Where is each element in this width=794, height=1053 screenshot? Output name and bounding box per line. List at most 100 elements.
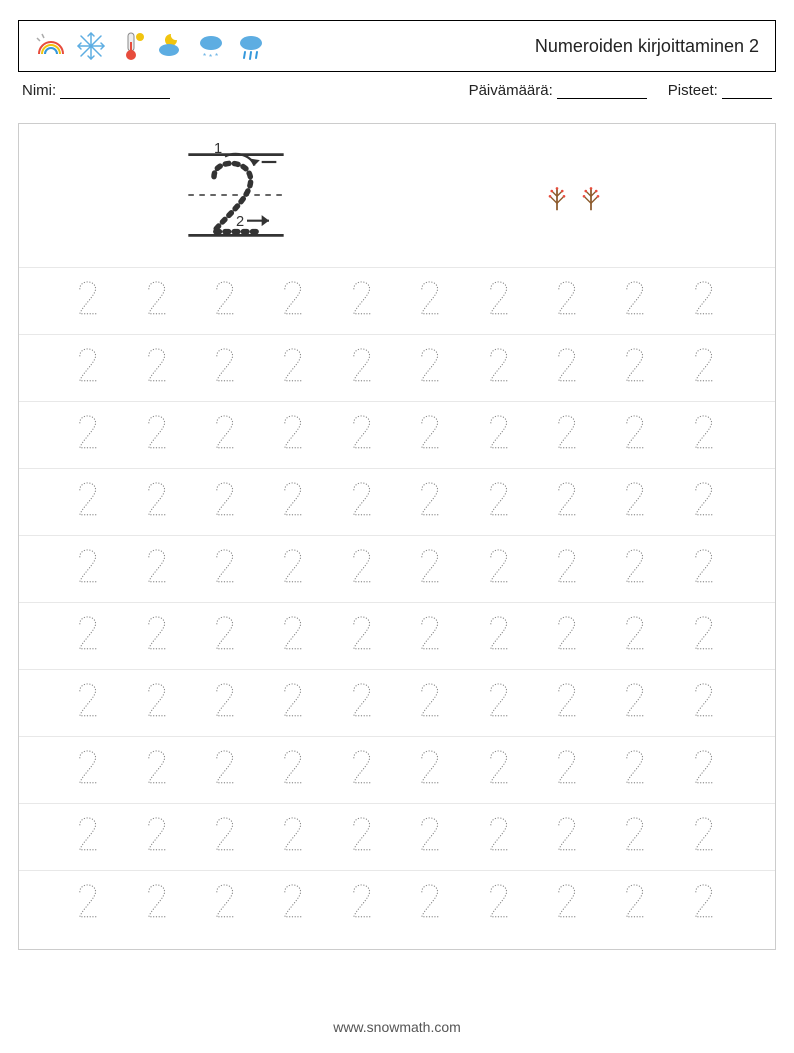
trace-digit[interactable] <box>213 813 239 862</box>
trace-digit[interactable] <box>350 478 376 527</box>
trace-digit[interactable] <box>281 746 307 795</box>
trace-digit[interactable] <box>418 880 444 929</box>
trace-digit[interactable] <box>281 679 307 728</box>
trace-digit[interactable] <box>145 478 171 527</box>
trace-digit[interactable] <box>487 746 513 795</box>
trace-digit[interactable] <box>555 545 581 594</box>
trace-digit[interactable] <box>692 344 718 393</box>
trace-digit[interactable] <box>555 277 581 326</box>
trace-digit[interactable] <box>350 344 376 393</box>
trace-digit[interactable] <box>418 344 444 393</box>
trace-digit[interactable] <box>145 746 171 795</box>
trace-digit[interactable] <box>281 411 307 460</box>
trace-digit[interactable] <box>213 746 239 795</box>
trace-digit[interactable] <box>623 344 649 393</box>
trace-digit[interactable] <box>76 746 102 795</box>
trace-digit[interactable] <box>555 612 581 661</box>
trace-digit[interactable] <box>350 679 376 728</box>
trace-digit[interactable] <box>281 277 307 326</box>
trace-digit[interactable] <box>418 411 444 460</box>
trace-digit[interactable] <box>213 478 239 527</box>
trace-digit[interactable] <box>213 344 239 393</box>
trace-digit[interactable] <box>623 746 649 795</box>
trace-digit[interactable] <box>213 679 239 728</box>
trace-digit[interactable] <box>692 679 718 728</box>
trace-digit[interactable] <box>555 411 581 460</box>
trace-digit[interactable] <box>350 545 376 594</box>
trace-digit[interactable] <box>350 277 376 326</box>
trace-digit[interactable] <box>213 880 239 929</box>
trace-digit[interactable] <box>487 545 513 594</box>
trace-digit[interactable] <box>145 679 171 728</box>
trace-digit[interactable] <box>487 411 513 460</box>
trace-digit[interactable] <box>555 813 581 862</box>
trace-digit[interactable] <box>145 277 171 326</box>
trace-digit[interactable] <box>350 411 376 460</box>
trace-digit[interactable] <box>350 746 376 795</box>
trace-digit[interactable] <box>623 679 649 728</box>
trace-digit[interactable] <box>76 612 102 661</box>
trace-digit[interactable] <box>76 277 102 326</box>
trace-digit[interactable] <box>418 612 444 661</box>
trace-digit[interactable] <box>692 612 718 661</box>
trace-digit[interactable] <box>692 545 718 594</box>
trace-digit[interactable] <box>281 478 307 527</box>
trace-digit[interactable] <box>487 813 513 862</box>
trace-digit[interactable] <box>418 813 444 862</box>
trace-digit[interactable] <box>281 813 307 862</box>
trace-digit[interactable] <box>692 411 718 460</box>
trace-digit[interactable] <box>145 344 171 393</box>
trace-digit[interactable] <box>145 612 171 661</box>
trace-digit[interactable] <box>555 746 581 795</box>
trace-digit[interactable] <box>213 277 239 326</box>
trace-digit[interactable] <box>145 880 171 929</box>
trace-digit[interactable] <box>623 545 649 594</box>
trace-digit[interactable] <box>213 411 239 460</box>
trace-digit[interactable] <box>76 679 102 728</box>
trace-digit[interactable] <box>145 411 171 460</box>
trace-digit[interactable] <box>418 478 444 527</box>
trace-digit[interactable] <box>418 277 444 326</box>
trace-digit[interactable] <box>692 746 718 795</box>
trace-digit[interactable] <box>76 545 102 594</box>
trace-digit[interactable] <box>623 411 649 460</box>
trace-digit[interactable] <box>350 612 376 661</box>
trace-digit[interactable] <box>76 880 102 929</box>
trace-digit[interactable] <box>487 880 513 929</box>
trace-digit[interactable] <box>623 478 649 527</box>
trace-digit[interactable] <box>555 880 581 929</box>
trace-digit[interactable] <box>623 880 649 929</box>
trace-digit[interactable] <box>555 478 581 527</box>
trace-digit[interactable] <box>418 679 444 728</box>
trace-digit[interactable] <box>145 545 171 594</box>
trace-digit[interactable] <box>555 679 581 728</box>
trace-digit[interactable] <box>213 545 239 594</box>
trace-digit[interactable] <box>692 277 718 326</box>
trace-digit[interactable] <box>692 478 718 527</box>
trace-digit[interactable] <box>487 679 513 728</box>
trace-digit[interactable] <box>350 813 376 862</box>
trace-digit[interactable] <box>281 880 307 929</box>
trace-digit[interactable] <box>418 545 444 594</box>
trace-digit[interactable] <box>623 277 649 326</box>
date-blank[interactable] <box>557 83 647 99</box>
trace-digit[interactable] <box>350 880 376 929</box>
trace-digit[interactable] <box>76 478 102 527</box>
trace-digit[interactable] <box>487 478 513 527</box>
trace-digit[interactable] <box>213 612 239 661</box>
trace-digit[interactable] <box>76 813 102 862</box>
name-blank[interactable] <box>60 83 170 99</box>
trace-digit[interactable] <box>281 612 307 661</box>
trace-digit[interactable] <box>76 344 102 393</box>
trace-digit[interactable] <box>623 813 649 862</box>
trace-digit[interactable] <box>418 746 444 795</box>
trace-digit[interactable] <box>281 344 307 393</box>
trace-digit[interactable] <box>623 612 649 661</box>
trace-digit[interactable] <box>76 411 102 460</box>
trace-digit[interactable] <box>487 344 513 393</box>
trace-digit[interactable] <box>487 277 513 326</box>
trace-digit[interactable] <box>692 880 718 929</box>
trace-digit[interactable] <box>555 344 581 393</box>
trace-digit[interactable] <box>281 545 307 594</box>
trace-digit[interactable] <box>145 813 171 862</box>
